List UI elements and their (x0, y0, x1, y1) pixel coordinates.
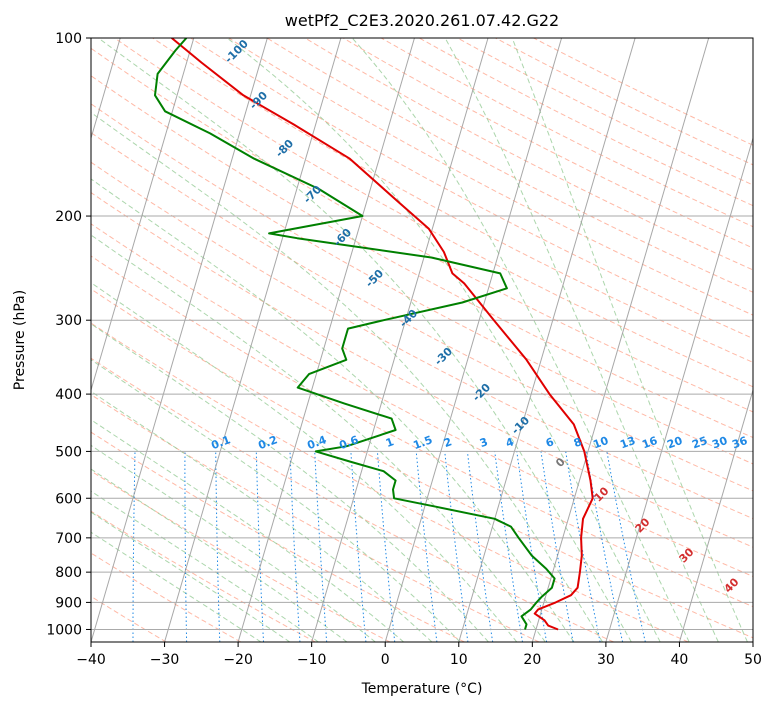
mixing-ratio-line (516, 451, 548, 642)
x-tick-label: −10 (297, 652, 327, 668)
moist-adiabat (91, 419, 404, 642)
y-tick-label: 800 (55, 565, 82, 581)
dry-adiabat (91, 394, 540, 642)
isotherm (752, 640, 753, 642)
mixing-ratio-label: 10 (591, 434, 610, 452)
dry-adiabat (91, 431, 465, 642)
moist-adiabat (91, 531, 262, 642)
y-tick-label: 1000 (46, 622, 82, 638)
dry-adiabat (91, 552, 242, 642)
mixing-ratio-line (466, 451, 494, 642)
dewpoint-line (154, 38, 556, 630)
x-tick-label: 50 (744, 652, 762, 668)
isotherm (311, 38, 489, 642)
mixing-ratio-line (83, 451, 89, 642)
moist-adiabat (444, 38, 719, 642)
isotherm (458, 38, 636, 642)
mixing-ratio-line (606, 451, 646, 642)
isotherm (531, 38, 710, 642)
y-tick-label: 700 (55, 531, 82, 547)
dry-adiabat (91, 103, 753, 465)
y-tick-label: 600 (55, 491, 82, 507)
mixing-ratio-label: 8 (572, 435, 584, 450)
moist-adiabat (226, 38, 661, 642)
x-tick-label: −30 (150, 652, 180, 668)
mixing-ratio-label: 13 (618, 434, 637, 451)
moist-adiabat (91, 390, 433, 642)
data-lines (154, 38, 594, 631)
isotherm (91, 38, 268, 642)
x-axis: −40 −30 −20 −10 0 10 20 30 40 50 (76, 642, 762, 668)
mixing-ratio-label: 30 (710, 434, 729, 452)
mixing-ratio-line (415, 451, 438, 642)
dry-adiabat (91, 288, 753, 639)
dry-adiabat (91, 357, 614, 642)
moist-adiabat (91, 111, 603, 642)
chart-title: wetPf2_C2E3.2020.261.07.42.G22 (285, 11, 559, 31)
mixing-ratio-label: 25 (690, 434, 709, 451)
mixing-ratio-label: 0.6 (337, 433, 360, 452)
y-tick-label: 400 (55, 387, 82, 403)
moist-adiabat (91, 511, 291, 642)
mixing-ratio-line (444, 451, 469, 642)
temperature-line (171, 38, 594, 631)
dry-adiabat (91, 132, 753, 492)
mixing-ratio-label: 0.1 (209, 433, 232, 452)
mixing-ratio-label: 2 (442, 435, 454, 450)
dry-adiabat (266, 38, 753, 293)
moist-adiabat (91, 444, 376, 642)
y-tick-label: 900 (55, 595, 82, 611)
mixing-ratio-label: 0.2 (256, 433, 279, 452)
dry-adiabat (91, 470, 391, 642)
x-tick-label: 40 (671, 652, 689, 668)
mixing-ratio-label: 3 (478, 435, 490, 450)
plot-frame (90, 37, 754, 643)
dry-adiabat (91, 255, 753, 608)
y-tick-label: 500 (55, 444, 82, 460)
mixing-ratio-label: 6 (544, 435, 556, 450)
moist-adiabat (91, 282, 518, 642)
y-tick-label: 200 (55, 209, 82, 225)
moist-adiabat (91, 178, 575, 642)
dry-adiabat (91, 595, 167, 642)
mixing-ratio-label: 1.5 (411, 433, 434, 452)
x-tick-label: 10 (450, 652, 468, 668)
x-tick-label: 0 (381, 652, 390, 668)
x-tick-label: 20 (523, 652, 541, 668)
mixing-ratio-label: 1 (384, 435, 396, 450)
y-axis-label: Pressure (hPa) (12, 290, 28, 390)
moist-adiabat (511, 38, 748, 642)
mixing-ratio-label: 36 (730, 434, 749, 452)
dry-adiabat (91, 223, 753, 578)
mixing-ratio-line (376, 451, 396, 642)
mixing-ratio-label: 0.4 (305, 433, 328, 452)
isotherm (91, 38, 195, 392)
mixing-ratio-line (494, 451, 523, 642)
mixing-ratio-label: 4 (504, 435, 516, 450)
dry-adiabat (91, 75, 753, 439)
x-axis-label: Temperature (°C) (361, 681, 483, 697)
dry-adiabat (91, 322, 689, 642)
mixing-ratio-label: 16 (640, 434, 659, 452)
isotherm (237, 38, 415, 642)
background-lines (83, 38, 753, 642)
y-axis: 100 200 300 400 500 600 700 800 900 1000 (46, 31, 91, 638)
moist-adiabat (91, 468, 348, 642)
x-tick-label: −40 (76, 652, 106, 668)
moist-adiabat (351, 38, 690, 642)
isotherm (164, 38, 342, 642)
dry-adiabat (228, 38, 753, 316)
y-tick-label: 100 (55, 31, 82, 47)
x-tick-label: −20 (223, 652, 253, 668)
moist-adiabat (98, 38, 632, 642)
y-tick-label: 300 (55, 313, 82, 329)
x-tick-label: 30 (597, 652, 615, 668)
moist-adiabat (91, 359, 461, 642)
isotherm (384, 38, 563, 642)
isotherm (678, 388, 753, 642)
dry-adiabat (190, 38, 753, 340)
mixing-ratio-label: 20 (665, 434, 684, 452)
moist-adiabat (91, 490, 319, 642)
